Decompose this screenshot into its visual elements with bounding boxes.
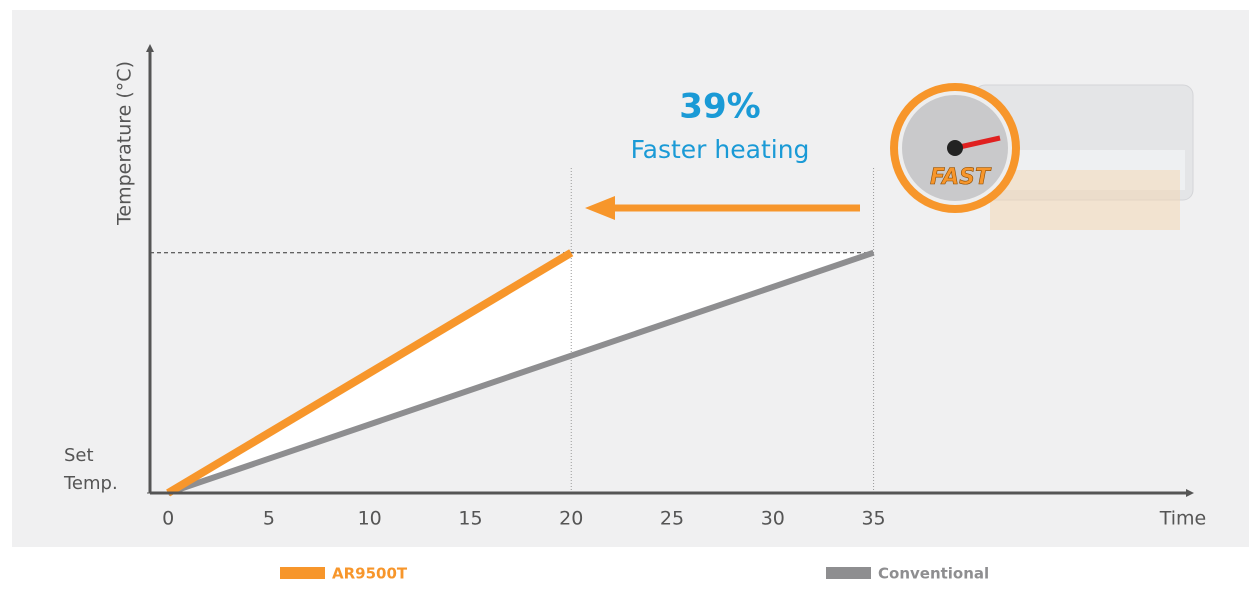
y-axis-arrow	[146, 44, 154, 52]
x-tick-label: 25	[660, 508, 684, 530]
x-axis-arrow	[1186, 489, 1194, 497]
series-line	[167, 249, 875, 496]
arrow-head	[585, 196, 615, 220]
series-line	[166, 249, 574, 497]
x-axis-label: Time	[1159, 508, 1207, 530]
badge-hub	[947, 140, 963, 156]
x-tick-label: 30	[761, 508, 785, 530]
legend-label: Conventional	[878, 565, 989, 583]
annotation-text: Faster heating	[631, 135, 810, 164]
legend-swatch	[826, 567, 871, 579]
plot-layer: 0 5 10 15 20 25 30 35 AR9500T Conventional	[146, 44, 1194, 583]
x-tick-label: 15	[458, 508, 482, 530]
x-tick-label: 0	[162, 508, 174, 530]
illustration: FAST	[890, 83, 1194, 230]
x-tick-label: 35	[861, 508, 885, 530]
warm-air	[990, 170, 1180, 230]
badge-text: FAST	[930, 165, 992, 190]
x-tick-label: 20	[559, 508, 583, 530]
x-tick-label: 10	[358, 508, 382, 530]
legend-label: AR9500T	[332, 565, 408, 583]
annotation-value: 39%	[679, 87, 760, 127]
y-axis-label: Temperature (°C)	[114, 61, 136, 226]
y-tick-label: Set Temp.	[64, 445, 118, 494]
legend-swatch	[280, 567, 325, 579]
x-tick-label: 5	[263, 508, 275, 530]
